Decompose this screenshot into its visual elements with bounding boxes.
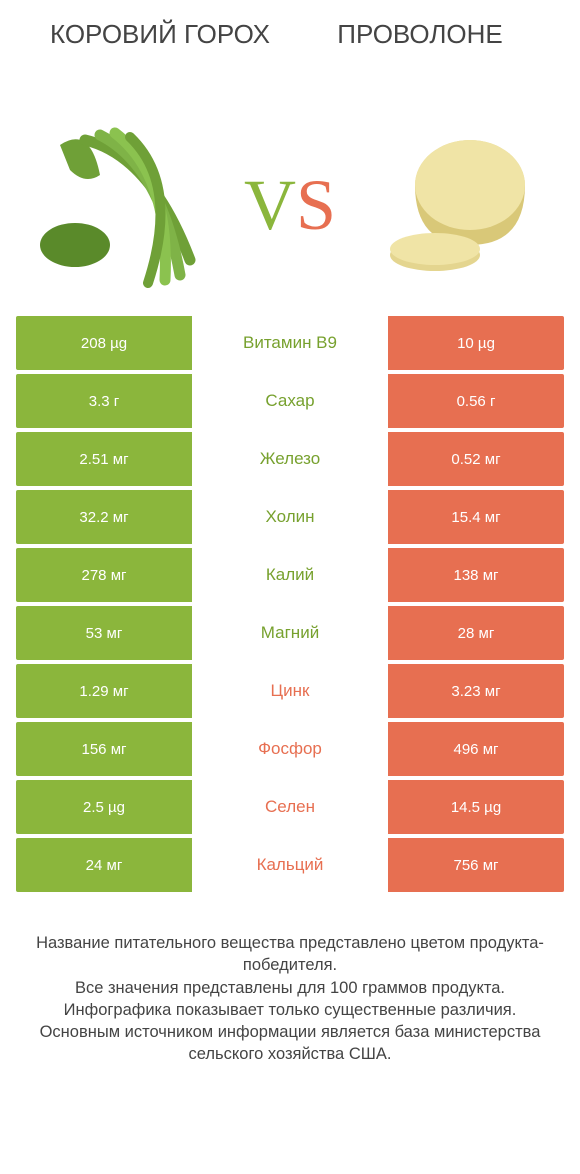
- vs-s: S: [296, 165, 336, 245]
- table-row: 156 мгФосфор496 мг: [16, 722, 564, 776]
- table-row: 278 мгКалий138 мг: [16, 548, 564, 602]
- comparison-table: 208 µgВитамин B910 µg3.3 гСахар0.56 г2.5…: [0, 316, 580, 892]
- cell-right-value: 756 мг: [388, 838, 564, 892]
- cell-right-value: 14.5 µg: [388, 780, 564, 834]
- cell-left-value: 2.5 µg: [16, 780, 192, 834]
- cell-nutrient-label: Железо: [192, 432, 388, 486]
- cell-left-value: 24 мг: [16, 838, 192, 892]
- cell-left-value: 156 мг: [16, 722, 192, 776]
- table-row: 2.51 мгЖелезо0.52 мг: [16, 432, 564, 486]
- table-row: 3.3 гСахар0.56 г: [16, 374, 564, 428]
- cell-right-value: 28 мг: [388, 606, 564, 660]
- footnote: Название питательного вещества представл…: [0, 896, 580, 1066]
- vs-v: V: [244, 165, 296, 245]
- cell-left-value: 278 мг: [16, 548, 192, 602]
- left-image: [30, 115, 210, 295]
- cell-right-value: 496 мг: [388, 722, 564, 776]
- table-row: 24 мгКальций756 мг: [16, 838, 564, 892]
- cell-nutrient-label: Кальций: [192, 838, 388, 892]
- right-image: [370, 115, 550, 295]
- green-beans-icon: [30, 115, 210, 295]
- table-row: 1.29 мгЦинк3.23 мг: [16, 664, 564, 718]
- cell-right-value: 10 µg: [388, 316, 564, 370]
- cell-nutrient-label: Холин: [192, 490, 388, 544]
- table-row: 2.5 µgСелен14.5 µg: [16, 780, 564, 834]
- cell-left-value: 3.3 г: [16, 374, 192, 428]
- cell-right-value: 15.4 мг: [388, 490, 564, 544]
- cell-left-value: 1.29 мг: [16, 664, 192, 718]
- header: Коровий горох Проволоне: [0, 0, 580, 100]
- cell-nutrient-label: Калий: [192, 548, 388, 602]
- cheese-wheel-icon: [370, 115, 550, 295]
- cell-right-value: 0.56 г: [388, 374, 564, 428]
- cell-nutrient-label: Фосфор: [192, 722, 388, 776]
- cell-nutrient-label: Магний: [192, 606, 388, 660]
- table-row: 53 мгМагний28 мг: [16, 606, 564, 660]
- cell-left-value: 2.51 мг: [16, 432, 192, 486]
- images-row: VS: [0, 100, 580, 310]
- cell-nutrient-label: Селен: [192, 780, 388, 834]
- cell-left-value: 208 µg: [16, 316, 192, 370]
- footnote-line: Инфографика показывает только существенн…: [28, 999, 552, 1021]
- vs-label: VS: [244, 164, 336, 247]
- cell-nutrient-label: Витамин B9: [192, 316, 388, 370]
- table-row: 208 µgВитамин B910 µg: [16, 316, 564, 370]
- table-row: 32.2 мгХолин15.4 мг: [16, 490, 564, 544]
- cell-nutrient-label: Цинк: [192, 664, 388, 718]
- title-right: Проволоне: [290, 20, 550, 50]
- cell-right-value: 138 мг: [388, 548, 564, 602]
- footnote-line: Все значения представлены для 100 граммо…: [28, 977, 552, 999]
- footnote-line: Название питательного вещества представл…: [28, 932, 552, 977]
- footnote-line: Основным источником информации является …: [28, 1021, 552, 1066]
- cell-right-value: 0.52 мг: [388, 432, 564, 486]
- cell-nutrient-label: Сахар: [192, 374, 388, 428]
- cell-left-value: 53 мг: [16, 606, 192, 660]
- cell-right-value: 3.23 мг: [388, 664, 564, 718]
- cell-left-value: 32.2 мг: [16, 490, 192, 544]
- title-left: Коровий горох: [30, 20, 290, 50]
